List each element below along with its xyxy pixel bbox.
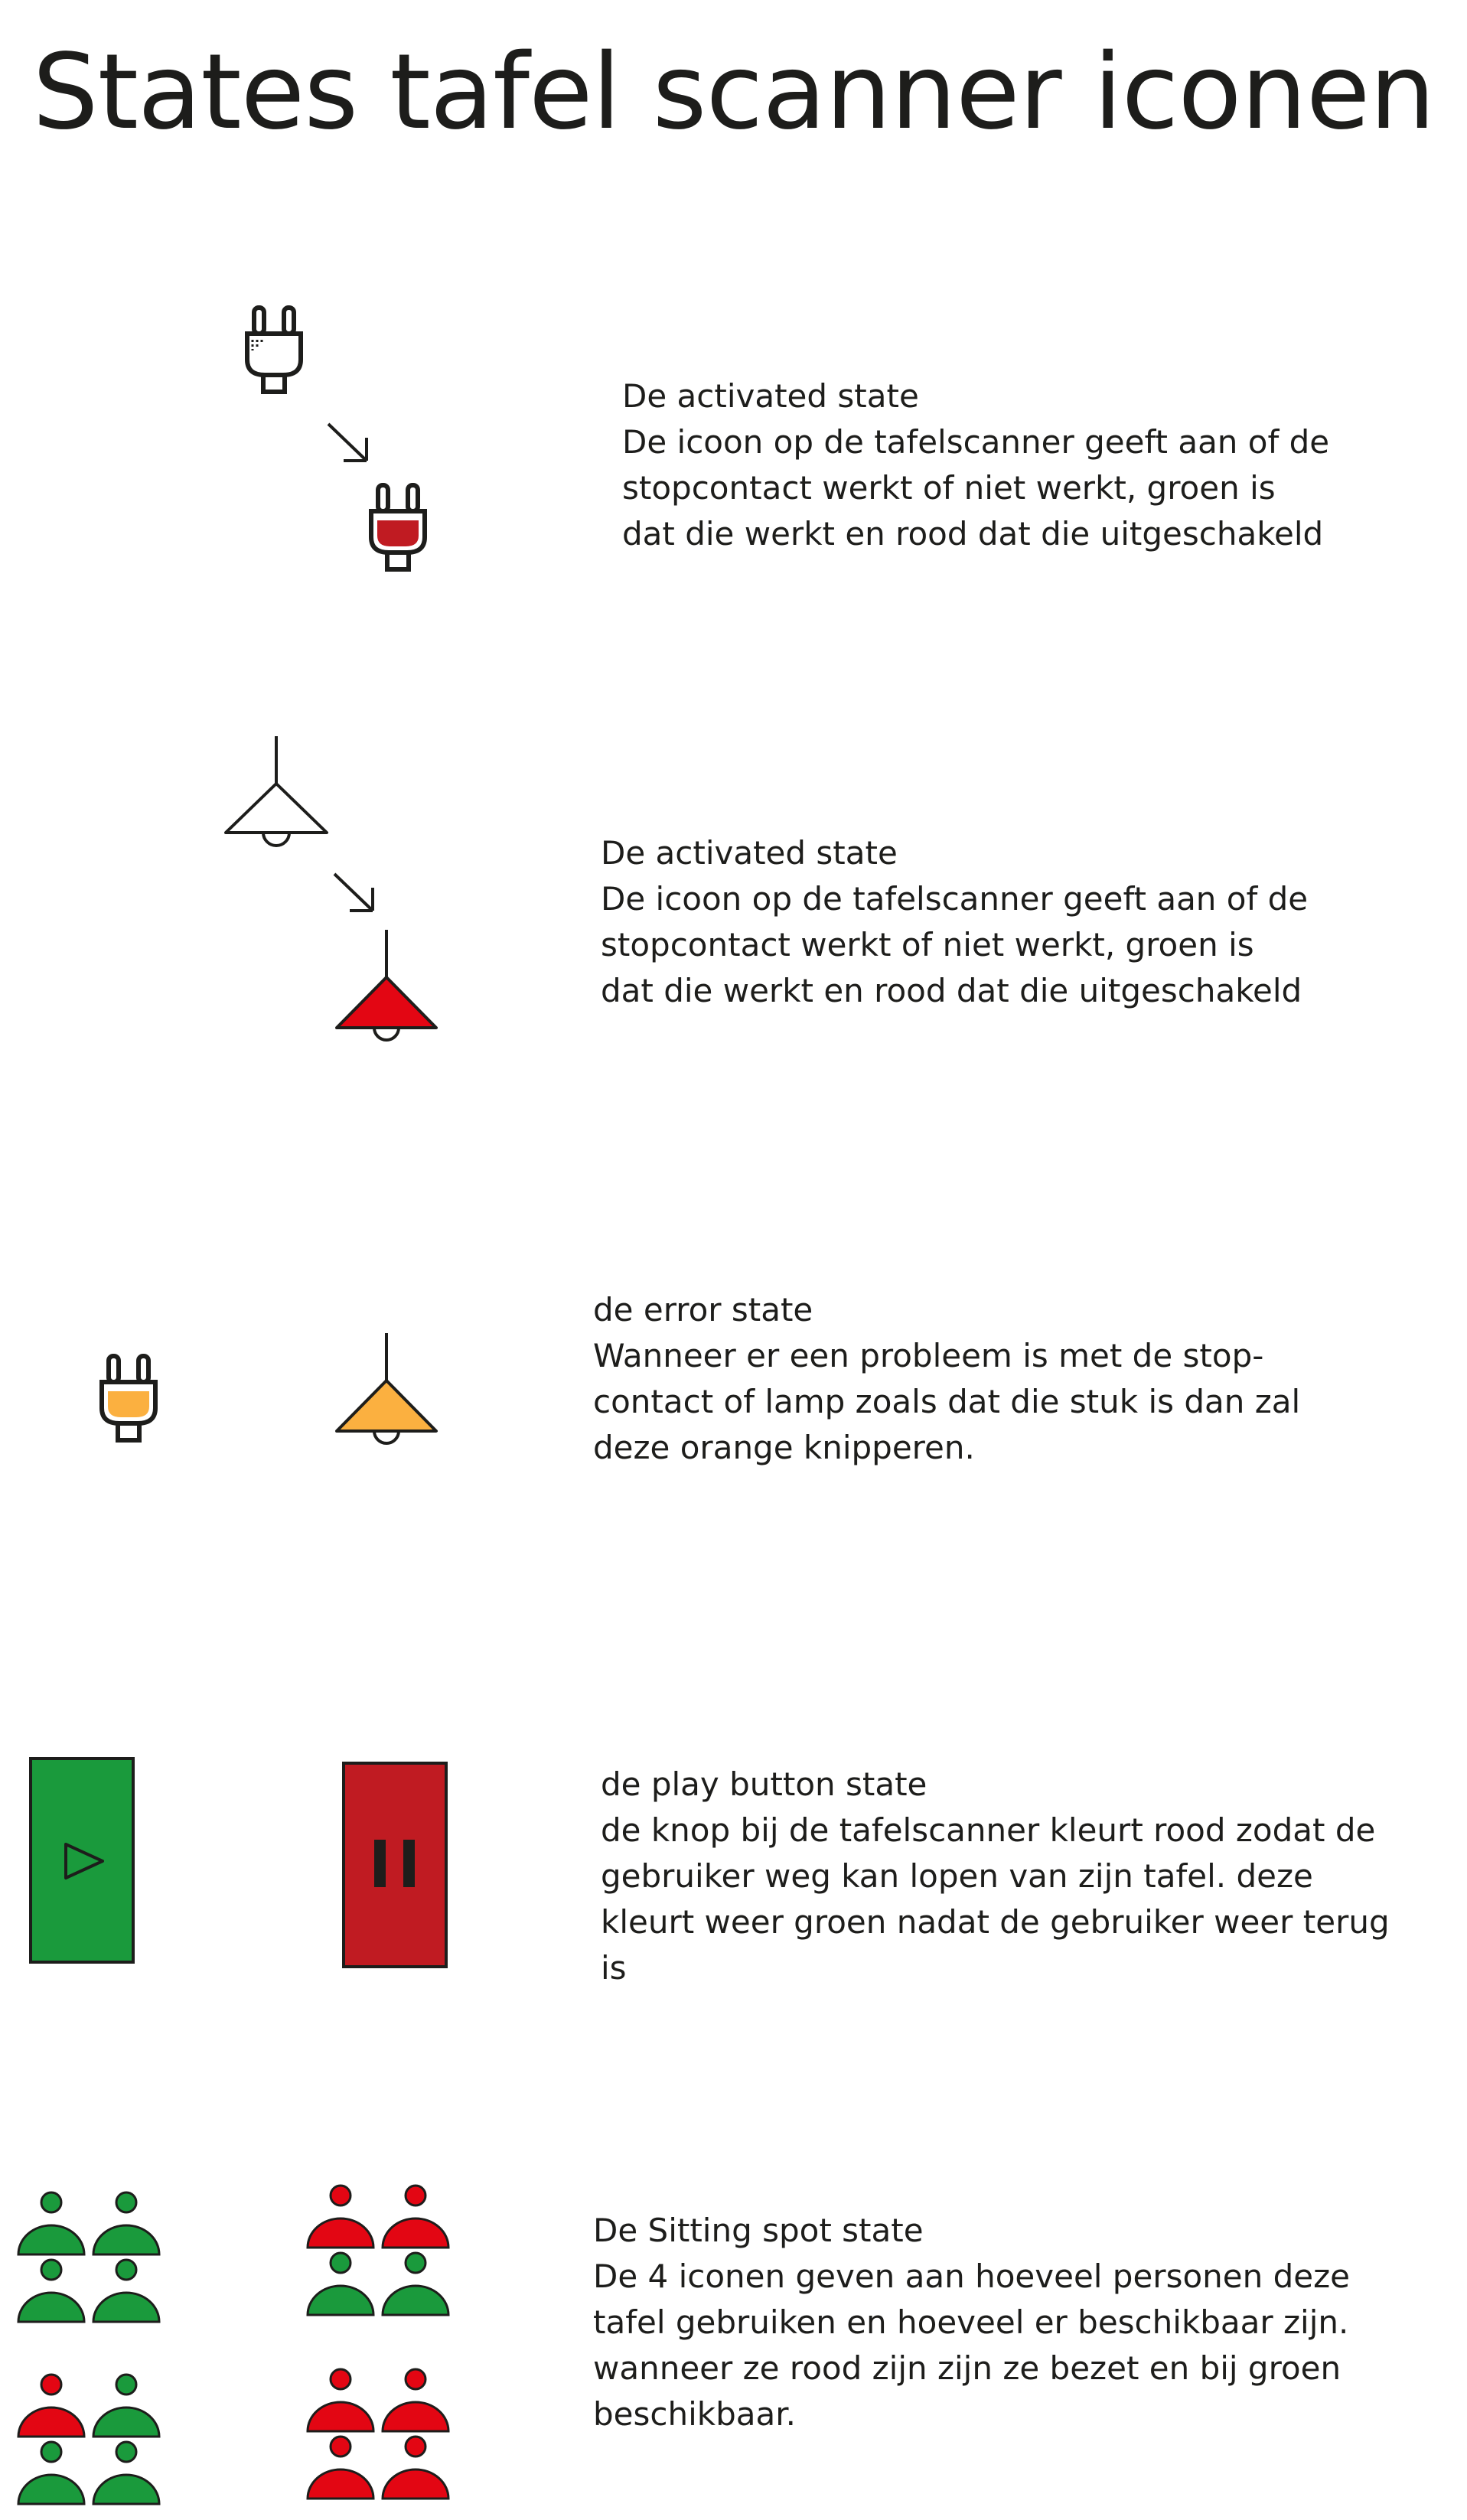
description-line: dat die werkt en rood dat die uitgeschak… <box>601 972 1302 1009</box>
description-line: kleurt weer groen nadat de gebruiker wee… <box>601 1903 1390 1941</box>
lamp-red-icon <box>335 930 438 1042</box>
people-all-red-icon <box>306 2368 450 2500</box>
section-heading: De activated state <box>622 377 919 415</box>
people-two-red-bottom-icon <box>17 2373 161 2505</box>
description-line: de knop bij de tafelscanner kleurt rood … <box>601 1811 1376 1849</box>
description-line: stopcontact werkt of niet werkt, groen i… <box>601 926 1254 963</box>
lamp-orange-icon <box>335 1333 438 1445</box>
play-button-green-icon <box>29 1757 135 1964</box>
description-line: dat die werkt en rood dat die uitgeschak… <box>622 515 1324 553</box>
section-error-description: de error state Wanneer er een probleem i… <box>593 1287 1389 1471</box>
section-heading: De Sitting spot state <box>593 2212 924 2249</box>
plug-white-icon <box>245 305 303 394</box>
section-activated-plug-description: De activated state De icoon op de tafels… <box>622 373 1418 557</box>
description-line: De icoon op de tafelscanner geeft aan of… <box>601 880 1309 918</box>
section-activated-lamp-description: De activated state De icoon op de tafels… <box>601 830 1397 1014</box>
section-play-button-description: de play button state de knop bij de tafe… <box>601 1762 1397 1991</box>
description-line: De 4 iconen geven aan hoeveel personen d… <box>593 2258 1350 2295</box>
arrow-down-right-icon <box>333 872 374 912</box>
section-heading: de error state <box>593 1291 813 1328</box>
description-line: De icoon op de tafelscanner geeft aan of… <box>622 423 1330 461</box>
description-line: beschikbaar. <box>593 2395 796 2433</box>
description-line: Wanneer er een probleem is met de stop- <box>593 1337 1264 1374</box>
plug-orange-icon <box>99 1354 158 1443</box>
people-two-red-icon <box>306 2184 450 2316</box>
description-line: contact of lamp zoals dat die stuk is da… <box>593 1383 1301 1420</box>
lamp-white-icon <box>224 736 328 847</box>
description-line: stopcontact werkt of niet werkt, groen i… <box>622 469 1276 507</box>
arrow-down-right-icon <box>327 422 368 462</box>
description-line: is <box>601 1949 627 1987</box>
description-line: tafel gebruiken en hoeveel er beschikbaa… <box>593 2303 1349 2341</box>
plug-red-icon <box>369 483 427 572</box>
description-line: gebruiker weg kan lopen van zijn tafel. … <box>601 1857 1313 1895</box>
section-heading: de play button state <box>601 1765 927 1803</box>
section-heading: De activated state <box>601 834 898 872</box>
people-all-green-icon <box>17 2191 161 2323</box>
pause-button-red-icon <box>342 1762 448 1968</box>
description-line: deze orange knipperen. <box>593 1429 975 1466</box>
description-line: wanneer ze rood zijn zijn ze bezet en bi… <box>593 2349 1341 2387</box>
section-sitting-spot-description: De Sitting spot state De 4 iconen geven … <box>593 2208 1389 2437</box>
page-title: States tafel scanner iconen <box>32 32 1435 153</box>
